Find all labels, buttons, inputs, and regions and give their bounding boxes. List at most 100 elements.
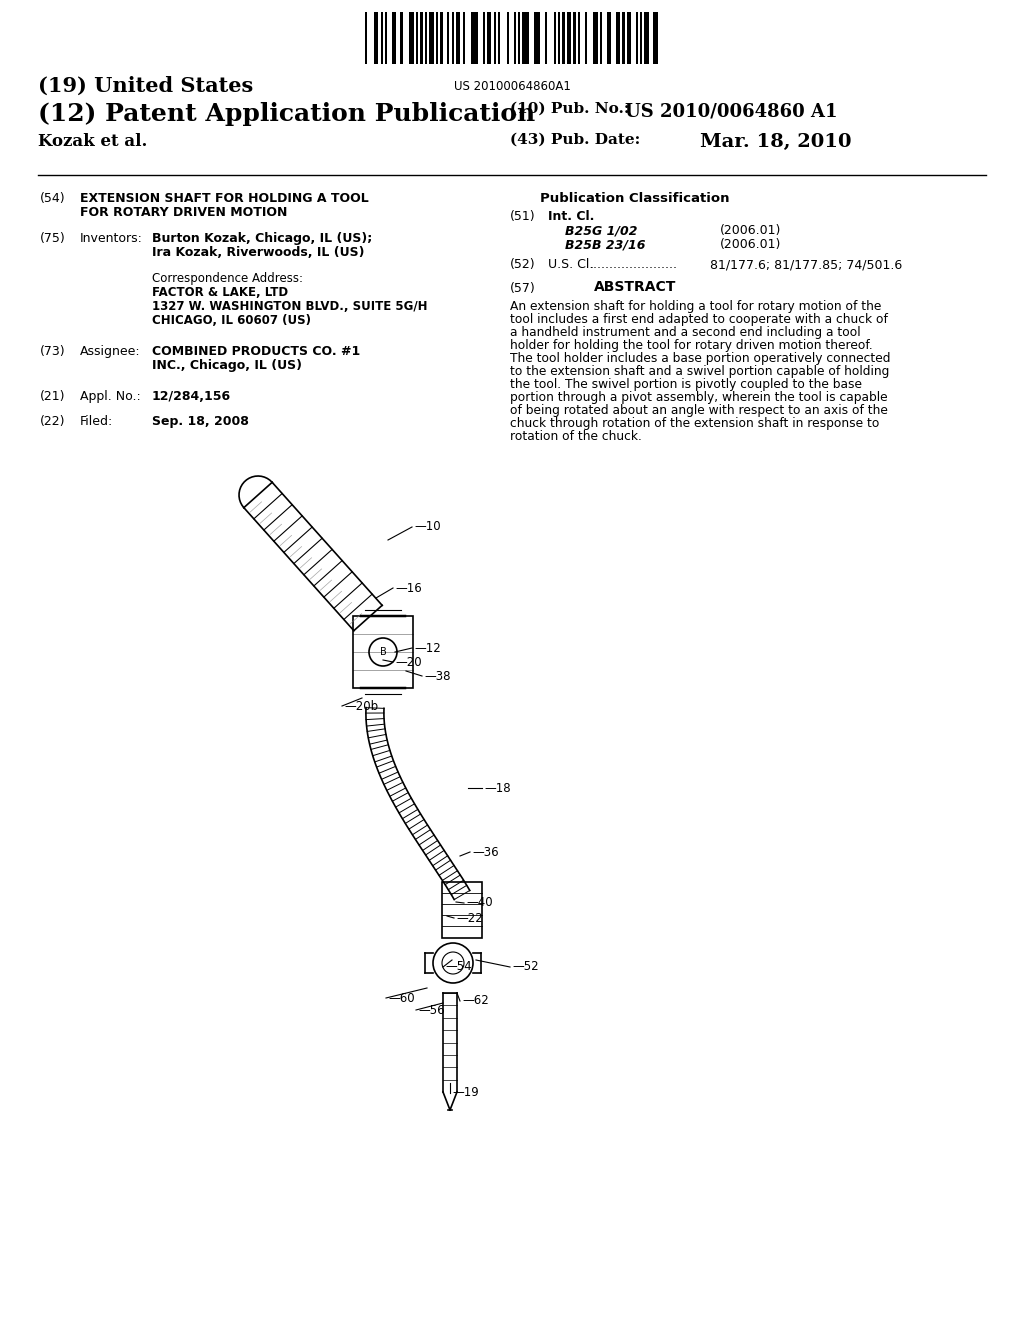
Text: 81/177.6; 81/177.85; 74/501.6: 81/177.6; 81/177.85; 74/501.6 [710, 257, 902, 271]
Bar [374, 12, 378, 63]
Text: EXTENSION SHAFT FOR HOLDING A TOOL: EXTENSION SHAFT FOR HOLDING A TOOL [80, 191, 369, 205]
Bar [578, 12, 581, 63]
Bar [507, 12, 509, 63]
Bar [640, 12, 642, 63]
Bar [567, 12, 571, 63]
Bar [447, 12, 450, 63]
Text: —18: —18 [484, 781, 511, 795]
Text: (2006.01): (2006.01) [720, 224, 781, 238]
Text: ......................: ...................... [590, 257, 678, 271]
Text: chuck through rotation of the extension shaft in response to: chuck through rotation of the extension … [510, 417, 880, 430]
Text: FOR ROTARY DRIVEN MOTION: FOR ROTARY DRIVEN MOTION [80, 206, 288, 219]
Text: 12/284,156: 12/284,156 [152, 389, 231, 403]
Text: Correspondence Address:: Correspondence Address: [152, 272, 303, 285]
Bar [463, 12, 465, 63]
Text: US 2010/0064860 A1: US 2010/0064860 A1 [625, 102, 838, 120]
Bar [585, 12, 587, 63]
Bar [636, 12, 638, 63]
Bar [498, 12, 501, 63]
Text: (2006.01): (2006.01) [720, 238, 781, 251]
Text: (51): (51) [510, 210, 536, 223]
Text: (21): (21) [40, 389, 66, 403]
Text: 1327 W. WASHINGTON BLVD., SUITE 5G/H: 1327 W. WASHINGTON BLVD., SUITE 5G/H [152, 300, 427, 313]
Bar [425, 12, 427, 63]
Bar [471, 12, 478, 63]
Text: US 20100064860A1: US 20100064860A1 [454, 81, 570, 92]
Text: FACTOR & LAKE, LTD: FACTOR & LAKE, LTD [152, 286, 288, 300]
Text: a handheld instrument and a second end including a tool: a handheld instrument and a second end i… [510, 326, 860, 339]
Text: holder for holding the tool for rotary driven motion thereof.: holder for holding the tool for rotary d… [510, 339, 872, 352]
Bar [562, 12, 564, 63]
Text: —19: —19 [452, 1086, 479, 1100]
Text: U.S. Cl.: U.S. Cl. [548, 257, 593, 271]
Bar [365, 12, 368, 63]
Bar [594, 12, 598, 63]
Text: (43) Pub. Date:: (43) Pub. Date: [510, 133, 640, 147]
Text: An extension shaft for holding a tool for rotary motion of the: An extension shaft for holding a tool fo… [510, 300, 882, 313]
Text: rotation of the chuck.: rotation of the chuck. [510, 430, 642, 444]
Text: (19) United States: (19) United States [38, 77, 253, 96]
Text: Kozak et al.: Kozak et al. [38, 133, 147, 150]
Text: of being rotated about an angle with respect to an axis of the: of being rotated about an angle with res… [510, 404, 888, 417]
Text: (10) Pub. No.:: (10) Pub. No.: [510, 102, 630, 116]
Text: The tool holder includes a base portion operatively connected: The tool holder includes a base portion … [510, 352, 891, 366]
Text: B25G 1/02: B25G 1/02 [565, 224, 638, 238]
Bar [600, 12, 602, 63]
Text: Appl. No.:: Appl. No.: [80, 389, 140, 403]
Text: Ira Kozak, Riverwoods, IL (US): Ira Kozak, Riverwoods, IL (US) [152, 246, 365, 259]
Bar [385, 12, 387, 63]
Bar [522, 12, 529, 63]
Bar [456, 12, 461, 63]
Text: (73): (73) [40, 345, 66, 358]
Text: B25B 23/16: B25B 23/16 [565, 238, 645, 251]
Bar [400, 12, 402, 63]
Bar [429, 12, 434, 63]
Bar [627, 12, 631, 63]
Text: Burton Kozak, Chicago, IL (US);: Burton Kozak, Chicago, IL (US); [152, 232, 373, 246]
Text: CHICAGO, IL 60607 (US): CHICAGO, IL 60607 (US) [152, 314, 311, 327]
Text: —56: —56 [418, 1003, 444, 1016]
Text: Mar. 18, 2010: Mar. 18, 2010 [700, 133, 852, 150]
Text: —10: —10 [414, 520, 440, 533]
Bar [494, 12, 496, 63]
Text: (54): (54) [40, 191, 66, 205]
Bar [534, 12, 541, 63]
Text: (12) Patent Application Publication: (12) Patent Application Publication [38, 102, 536, 125]
Text: Publication Classification: Publication Classification [541, 191, 730, 205]
Bar [644, 12, 649, 63]
Text: —40: —40 [466, 896, 493, 909]
Text: —38: —38 [424, 669, 451, 682]
Text: (52): (52) [510, 257, 536, 271]
Bar [558, 12, 560, 63]
Text: the tool. The swivel portion is pivotly coupled to the base: the tool. The swivel portion is pivotly … [510, 378, 862, 391]
Text: —60: —60 [388, 991, 415, 1005]
Bar [391, 12, 396, 63]
Bar [518, 12, 520, 63]
Bar [436, 12, 438, 63]
Text: —12: —12 [414, 642, 440, 655]
Bar [615, 12, 621, 63]
Bar [416, 12, 418, 63]
Bar [482, 12, 484, 63]
Text: —62: —62 [462, 994, 488, 1007]
Text: —36: —36 [472, 846, 499, 858]
Bar [421, 12, 423, 63]
Bar [487, 12, 492, 63]
Text: ABSTRACT: ABSTRACT [594, 280, 676, 294]
Text: COMBINED PRODUCTS CO. #1: COMBINED PRODUCTS CO. #1 [152, 345, 360, 358]
Bar [514, 12, 516, 63]
Text: —22: —22 [456, 912, 482, 924]
Text: Sep. 18, 2008: Sep. 18, 2008 [152, 414, 249, 428]
Bar [545, 12, 547, 63]
Text: (57): (57) [510, 282, 536, 294]
Text: Inventors:: Inventors: [80, 232, 143, 246]
Text: B: B [380, 647, 386, 657]
Text: (75): (75) [40, 232, 66, 246]
Bar [410, 12, 414, 63]
Bar [653, 12, 657, 63]
Text: —20: —20 [395, 656, 422, 668]
Text: tool includes a first end adapted to cooperate with a chuck of: tool includes a first end adapted to coo… [510, 313, 888, 326]
Text: portion through a pivot assembly, wherein the tool is capable: portion through a pivot assembly, wherei… [510, 391, 888, 404]
Text: Int. Cl.: Int. Cl. [548, 210, 594, 223]
Text: to the extension shaft and a swivel portion capable of holding: to the extension shaft and a swivel port… [510, 366, 890, 378]
